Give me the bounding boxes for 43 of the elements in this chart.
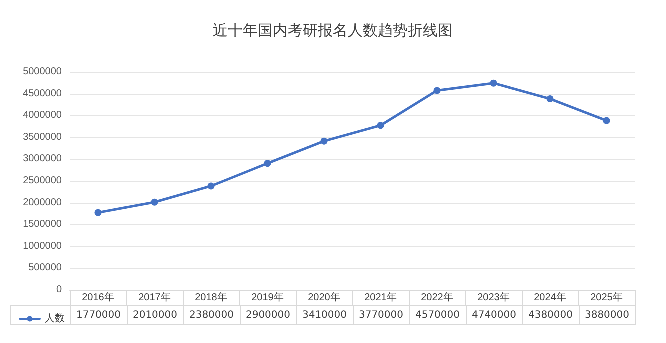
y-tick-label: 500000 (28, 262, 62, 274)
point (94, 209, 102, 216)
data-label: 4570000 (410, 306, 466, 324)
point (434, 87, 441, 94)
x-tick-label: 2021年 (364, 292, 397, 304)
x-tick-label: 2020年 (308, 292, 340, 304)
y-tick-label: 3500000 (23, 132, 62, 143)
y-tick-label: 4500000 (23, 88, 62, 100)
data-label: 1770000 (70, 306, 127, 324)
y-tick-label: 2500000 (23, 176, 62, 186)
data-label: 2900000 (240, 306, 296, 324)
y-tick-label: 0 (56, 284, 62, 296)
point (208, 182, 215, 190)
x-tick-label: 2024年 (534, 292, 566, 304)
y-tick-label: 3000000 (23, 154, 62, 165)
y-tick-label: 2000000 (23, 197, 62, 208)
y-tick-label: 5000000 (23, 66, 62, 78)
x-tick-label: 2018年 (195, 292, 228, 304)
y-tick-label: 1500000 (23, 219, 62, 230)
data-label: 3770000 (353, 306, 410, 324)
point (320, 138, 328, 145)
data-label: 4380000 (522, 306, 579, 324)
point (490, 80, 498, 87)
data-label: 3880000 (579, 306, 636, 324)
y-tick-label: 1000000 (23, 240, 62, 252)
data-label: 3410000 (296, 306, 353, 324)
point (264, 160, 272, 168)
x-tick-label: 2025年 (590, 292, 623, 304)
x-tick-label: 2023年 (478, 292, 510, 304)
x-tick-label: 2019年 (252, 292, 284, 304)
x-tick-label: 2017年 (138, 292, 171, 304)
chart-title: 近十年国内考研报名人数趋势折线图 (213, 22, 453, 40)
point (377, 122, 384, 130)
point (151, 198, 158, 206)
point (546, 96, 554, 103)
data-label: 2380000 (184, 306, 240, 324)
data-label: 4740000 (466, 306, 522, 324)
x-tick-label: 2016年 (82, 292, 114, 304)
data-label: 2010000 (127, 306, 184, 324)
y-tick-label: 4000000 (23, 110, 62, 122)
x-tick-label: 2022年 (421, 292, 454, 304)
point (603, 117, 610, 124)
legend-label: 人数 (45, 314, 65, 324)
